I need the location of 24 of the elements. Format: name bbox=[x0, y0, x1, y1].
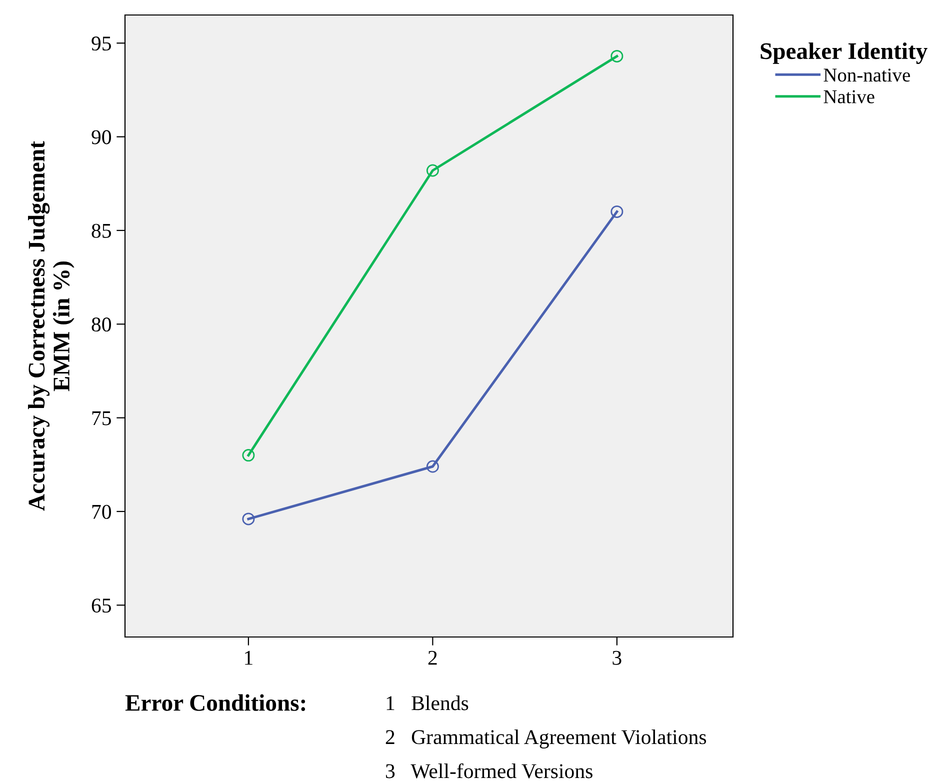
point bbox=[426, 460, 439, 473]
y-axis-title: Accuracy by Correctness Judgement EMM (in %) bbox=[28, 141, 74, 511]
y-tick-label: 95 bbox=[92, 36, 111, 51]
text: 3 Well-formed Versions bbox=[386, 763, 592, 778]
text: 1 Blends bbox=[386, 696, 468, 710]
x-tick-label: 3 bbox=[612, 650, 622, 665]
y-tick-label: 70 bbox=[92, 504, 112, 519]
point bbox=[242, 512, 255, 526]
y-tick-label: 85 bbox=[92, 224, 111, 238]
point bbox=[610, 205, 624, 218]
x-tick-label: 1 bbox=[245, 650, 252, 665]
legend-label: Non-native bbox=[824, 68, 910, 82]
text: Error Conditions: bbox=[125, 694, 306, 712]
text: 2 Grammatical Agreement Violations bbox=[386, 730, 706, 748]
legend-label: Native bbox=[824, 90, 874, 104]
point bbox=[242, 449, 255, 462]
y-tick-label: 65 bbox=[92, 598, 111, 613]
x-tick-label: 2 bbox=[428, 650, 437, 665]
point bbox=[610, 50, 624, 62]
y-tick-label: 75 bbox=[92, 411, 111, 426]
y-tick-label: 80 bbox=[92, 318, 112, 332]
legend-title: Speaker Identity bbox=[760, 42, 928, 64]
y-tick-label: 90 bbox=[92, 130, 112, 144]
point bbox=[426, 164, 439, 177]
